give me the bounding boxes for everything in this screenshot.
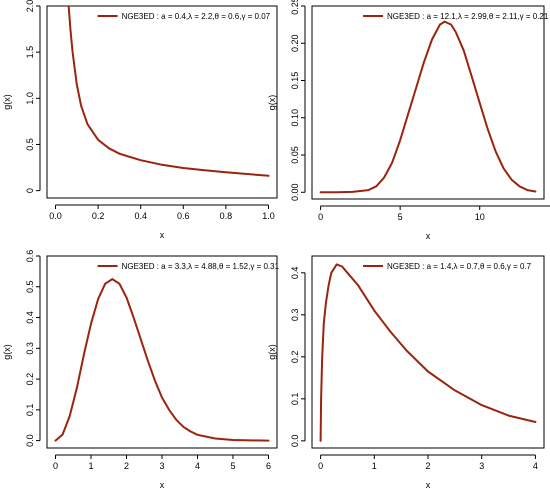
y-tick-label: 0 bbox=[25, 188, 35, 193]
y-tick-label: 0.1 bbox=[25, 404, 35, 417]
y-tick-label: 0.4 bbox=[290, 267, 300, 280]
series-line bbox=[319, 20, 537, 194]
x-tick-label: 5 bbox=[230, 461, 235, 471]
x-tick-label: 4 bbox=[533, 461, 538, 471]
x-tick-label: 3 bbox=[479, 461, 484, 471]
legend-label: NGE3ED : a = 3.3,λ = 4.88,θ = 1.52,γ = 0… bbox=[122, 262, 280, 271]
x-tick-label: 0.6 bbox=[177, 211, 190, 221]
y-tick-label: 0.0 bbox=[25, 434, 35, 447]
panel-top-right: 051015x0.000.050.100.150.200.25g(x)NGE3E… bbox=[267, 0, 550, 241]
legend-label: NGE3ED : a = 12.1,λ = 2.99,θ = 2.11,γ = … bbox=[387, 12, 549, 21]
y-tick-label: 0.2 bbox=[290, 351, 300, 364]
y-tick-label: 0.5 bbox=[25, 138, 35, 151]
y-tick-label: 0.4 bbox=[25, 311, 35, 324]
x-tick-label: 0 bbox=[318, 461, 323, 471]
plot-frame bbox=[311, 5, 545, 200]
y-axis-label: g(x) bbox=[2, 344, 12, 360]
plot-frame bbox=[311, 255, 545, 449]
panel-top-left: 0.0 0.2 0.4 0.6 0.8 1.0 x 0 0.5 1.0 1.5 2.0 g(x) NGE3… bbox=[2, 0, 278, 240]
y-tick-label: 0.5 bbox=[25, 281, 35, 294]
y-tick-label: 0.2 bbox=[25, 373, 35, 386]
y-tick-label: 0.0 bbox=[290, 435, 300, 448]
x-tick-label: 1 bbox=[372, 461, 377, 471]
x-tick-label: 2 bbox=[124, 461, 129, 471]
legend-label: NGE3ED : a = 1.4,λ = 0.7,θ = 0.6,γ = 0.7 bbox=[387, 262, 532, 271]
x-tick-label: 6 bbox=[266, 461, 271, 471]
series-line bbox=[319, 263, 537, 442]
panel-bottom-left: 0 1 2 3 4 5 6 x 0.0 0.1 0.2 0.3 0.4 0.5 0.6 g(x) NGE3ED … bbox=[2, 250, 280, 490]
plot-frame bbox=[46, 255, 278, 449]
y-tick-label: 0.3 bbox=[290, 309, 300, 322]
y-tick-label: 0.00 bbox=[290, 184, 300, 202]
x-tick-label: 1 bbox=[89, 461, 94, 471]
y-axis-label: g(x) bbox=[2, 94, 12, 110]
x-axis-label: x bbox=[426, 480, 431, 490]
x-tick-label: 2 bbox=[425, 461, 430, 471]
plot-frame bbox=[46, 5, 278, 199]
y-axis-label: g(x) bbox=[267, 344, 277, 360]
y-tick-label: 0.1 bbox=[290, 393, 300, 406]
x-tick-label: 0.2 bbox=[92, 211, 105, 221]
legend-label: NGE3ED : a = 0.4,λ = 2.2,θ = 0.6,γ = 0.0… bbox=[122, 12, 271, 21]
x-tick-label: 0.4 bbox=[134, 211, 147, 221]
y-tick-label: 2.0 bbox=[25, 0, 35, 12]
x-tick-label: 0 bbox=[53, 461, 58, 471]
x-tick-label: 10 bbox=[475, 212, 485, 222]
y-tick-label: 0.10 bbox=[290, 109, 300, 127]
x-tick-label: 4 bbox=[195, 461, 200, 471]
series-line bbox=[67, 6, 270, 177]
x-tick-label: 3 bbox=[159, 461, 164, 471]
y-tick-label: 0.05 bbox=[290, 146, 300, 164]
y-tick-label: 0.20 bbox=[290, 34, 300, 52]
x-tick-label: 1.0 bbox=[262, 211, 275, 221]
x-axis-label: x bbox=[426, 231, 431, 241]
y-tick-label: 0.6 bbox=[25, 250, 35, 263]
y-tick-label: 0.3 bbox=[25, 342, 35, 355]
x-tick-label: 0 bbox=[318, 212, 323, 222]
x-axis-label: x bbox=[160, 480, 165, 490]
x-axis-label: x bbox=[160, 230, 165, 240]
y-tick-label: 1.0 bbox=[25, 92, 35, 105]
y-tick-label: 0.25 bbox=[290, 0, 300, 15]
x-tick-label: 5 bbox=[398, 212, 403, 222]
panel-bottom-right: 0 1 2 3 4 x 0.0 0.1 0.2 0.3 0.4 g(x) NGE3ED : a = 1.… bbox=[267, 255, 545, 490]
y-axis-label: g(x) bbox=[267, 95, 277, 111]
x-tick-label: 0.0 bbox=[49, 211, 62, 221]
y-tick-label: 1.5 bbox=[25, 46, 35, 59]
series-line bbox=[54, 278, 270, 442]
x-tick-label: 0.8 bbox=[220, 211, 233, 221]
y-tick-label: 0.15 bbox=[290, 72, 300, 90]
